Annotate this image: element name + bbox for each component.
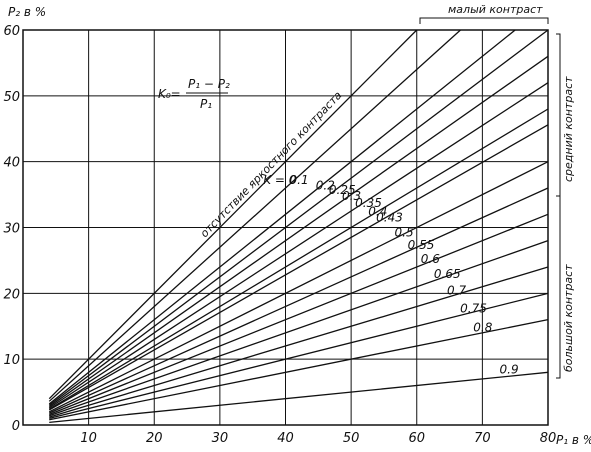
series-label-0: K = 0 — [263, 173, 297, 187]
zone-medium-label: средний контраст — [562, 76, 575, 182]
series-label-9: 0.55 — [408, 238, 435, 252]
series-label-7: 0.43 — [376, 210, 403, 224]
series-label-12: 0.7 — [447, 284, 466, 298]
x-tick-label-1: 20 — [146, 431, 163, 446]
x-tick-labels: 10 20 30 40 50 60 70 80 — [80, 431, 556, 446]
zone-large: большой контраст — [556, 195, 575, 379]
formula-lhs: K₀= — [158, 87, 181, 101]
series-line-2 — [48, 29, 516, 405]
y-tick-labels: 0 10 20 30 40 50 60 — [3, 24, 20, 434]
y-tick-label-1: 10 — [3, 353, 20, 368]
series-line-12 — [49, 266, 549, 418]
series-label-6: 0.4 — [368, 205, 387, 219]
series-label-10: 0.6 — [421, 252, 440, 266]
series-line-1 — [48, 29, 461, 402]
x-axis-label: P₁ в % — [556, 433, 591, 447]
series-line-10 — [49, 213, 549, 416]
series-label-2: 0.2 — [316, 178, 335, 192]
x-tick-label-4: 50 — [343, 431, 360, 446]
series-line-14 — [49, 319, 549, 421]
zone-small-label: малый контраст — [448, 3, 543, 16]
y-tick-label-3: 30 — [3, 222, 20, 237]
formula-denominator: P₁ — [200, 97, 212, 111]
series-label-13: 0.75 — [460, 301, 487, 315]
x-tick-label-3: 40 — [277, 431, 294, 446]
series-line-0 — [48, 29, 418, 400]
y-tick-label-4: 40 — [3, 156, 20, 171]
series-label-4: 0.3 — [342, 189, 361, 203]
series-label-5: 0.35 — [355, 196, 382, 210]
x-tick-label-2: 30 — [212, 431, 229, 446]
series-lines — [48, 29, 549, 424]
x-tick-label-7: 80 — [540, 431, 557, 446]
zone-large-bracket — [556, 195, 561, 379]
zone-medium-bracket — [556, 33, 561, 197]
series-line-13 — [49, 292, 549, 420]
x-tick-label-6: 70 — [474, 431, 491, 446]
zone-small-bracket — [419, 17, 549, 24]
series-line-7 — [48, 124, 549, 411]
zone-medium: средний контраст — [556, 33, 575, 197]
plot-border — [22, 29, 549, 426]
series-line-5 — [48, 82, 549, 409]
series-label-11: 0.65 — [434, 267, 461, 281]
series-labels: K = 00.1 0.20.250.30.350.40.430.50.550.60… — [263, 173, 518, 377]
y-tick-label-5: 50 — [3, 90, 20, 105]
formula-numerator: P₁ − P₂ — [188, 77, 230, 91]
series-line-4 — [48, 55, 549, 408]
series-label-1: 0.1 — [290, 173, 309, 187]
series-line-11 — [49, 240, 549, 417]
series-label-14: 0.8 — [473, 320, 492, 334]
series-line-6 — [48, 108, 549, 410]
y-tick-label-2: 20 — [3, 287, 20, 302]
x-tick-label-5: 60 — [408, 431, 425, 446]
series-line-9 — [48, 187, 549, 414]
formula: K₀= P₁ − P₂ P₁ — [158, 77, 230, 111]
zone-large-label: большой контраст — [562, 264, 575, 372]
plot-frame — [22, 29, 549, 426]
y-tick-label-0: 0 — [12, 419, 20, 434]
series-label-15: 0.9 — [500, 363, 519, 377]
zone-small: малый контраст — [419, 3, 549, 24]
y-axis-label: P₂ в % — [8, 5, 46, 19]
x-tick-label-0: 10 — [80, 431, 97, 446]
series-line-3 — [48, 29, 549, 406]
series-line-15 — [49, 371, 549, 424]
y-tick-label-6: 60 — [3, 24, 20, 39]
series-label-3: 0.25 — [329, 183, 356, 197]
series-line-8 — [48, 161, 549, 413]
series-label-8: 0.5 — [395, 226, 414, 240]
